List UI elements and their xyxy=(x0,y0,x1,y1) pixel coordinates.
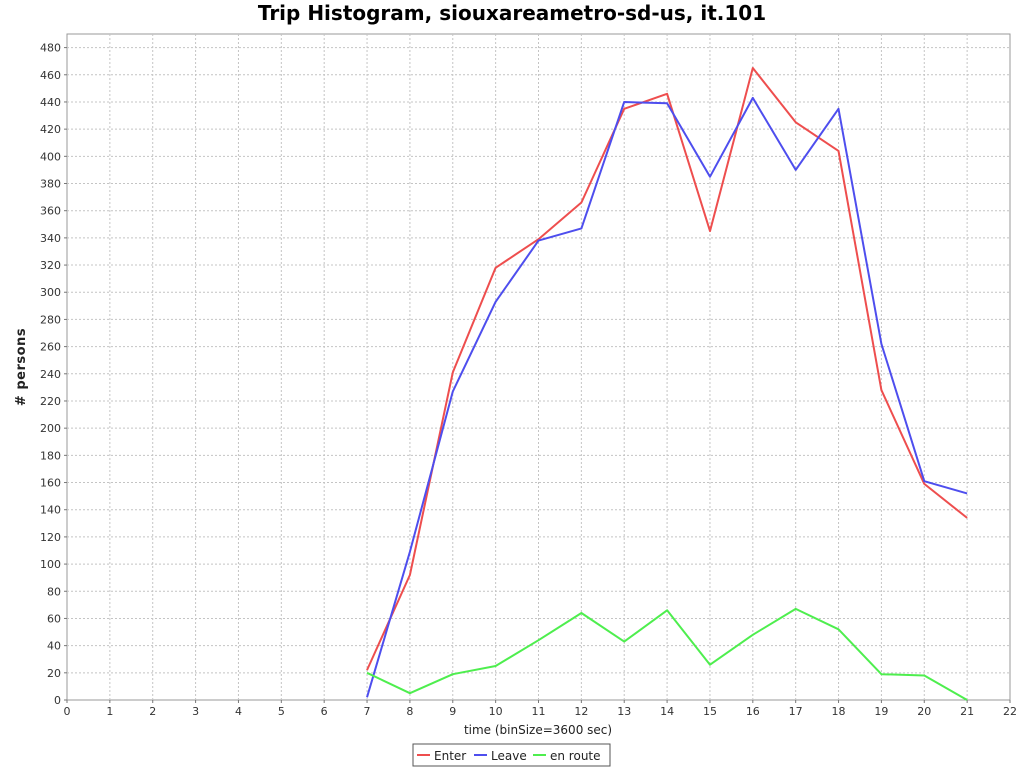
x-tick-label: 0 xyxy=(64,705,71,718)
series-line-en-route xyxy=(366,607,968,701)
y-tick-label: 360 xyxy=(40,205,61,218)
y-tick-label: 60 xyxy=(47,612,61,625)
x-tick-label: 18 xyxy=(832,705,846,718)
y-tick-label: 340 xyxy=(40,232,61,245)
y-tick-label: 20 xyxy=(47,667,61,680)
x-tick-label: 14 xyxy=(660,705,674,718)
x-tick-label: 16 xyxy=(746,705,760,718)
series-line-enter xyxy=(366,67,968,671)
x-tick-label: 22 xyxy=(1003,705,1017,718)
y-tick-label: 380 xyxy=(40,178,61,191)
x-tick-label: 21 xyxy=(960,705,974,718)
y-tick-label: 440 xyxy=(40,96,61,109)
y-tick-label: 220 xyxy=(40,395,61,408)
x-tick-label: 6 xyxy=(321,705,328,718)
series-line-leave xyxy=(366,96,968,698)
y-tick-label: 140 xyxy=(40,504,61,517)
legend-box xyxy=(412,743,611,767)
x-tick-label: 2 xyxy=(149,705,156,718)
x-tick-label: 15 xyxy=(703,705,717,718)
x-axis-ticks: 0 1 2 3 4 5 6 7 8 9 10 11 12 13 14 15 16 17 18 19 20 21 22 xyxy=(64,700,1017,718)
x-tick-label: 12 xyxy=(574,705,588,718)
y-axis-label: # persons xyxy=(14,328,29,406)
x-tick-label: 19 xyxy=(874,705,888,718)
y-tick-label: 420 xyxy=(40,123,61,136)
x-tick-label: 8 xyxy=(406,705,413,718)
x-tick-label: 17 xyxy=(789,705,803,718)
y-tick-label: 300 xyxy=(40,286,61,299)
legend-label-leave: Leave xyxy=(491,749,527,763)
series-layer xyxy=(366,67,968,701)
y-axis-ticks: 0 20 40 60 80 100 120 140 160 180 200 220 240 260 280 3… xyxy=(40,42,67,707)
y-tick-label: 0 xyxy=(54,694,61,707)
x-tick-label: 20 xyxy=(917,705,931,718)
y-tick-label: 400 xyxy=(40,150,61,163)
legend-label-en-route: en route xyxy=(550,749,601,763)
y-tick-label: 460 xyxy=(40,69,61,82)
x-tick-label: 5 xyxy=(278,705,285,718)
y-tick-label: 180 xyxy=(40,449,61,462)
x-tick-label: 10 xyxy=(489,705,503,718)
y-tick-label: 100 xyxy=(40,558,61,571)
y-tick-label: 280 xyxy=(40,313,61,326)
y-tick-label: 480 xyxy=(40,42,61,55)
y-tick-label: 80 xyxy=(47,585,61,598)
x-axis-label: time (binSize=3600 sec) xyxy=(464,723,612,737)
y-tick-label: 260 xyxy=(40,341,61,354)
y-tick-label: 120 xyxy=(40,531,61,544)
chart-title: Trip Histogram, siouxareametro-sd-us, it… xyxy=(258,1,766,25)
y-tick-label: 160 xyxy=(40,477,61,490)
x-tick-label: 3 xyxy=(192,705,199,718)
x-tick-label: 1 xyxy=(106,705,113,718)
y-tick-label: 240 xyxy=(40,368,61,381)
x-tick-label: 7 xyxy=(364,705,371,718)
x-tick-label: 4 xyxy=(235,705,242,718)
x-tick-label: 13 xyxy=(617,705,631,718)
y-tick-label: 200 xyxy=(40,422,61,435)
legend-label-enter: Enter xyxy=(434,749,466,763)
legend: Enter Leave en route xyxy=(412,743,611,767)
y-tick-label: 40 xyxy=(47,640,61,653)
x-tick-label: 9 xyxy=(449,705,456,718)
y-tick-label: 320 xyxy=(40,259,61,272)
x-tick-label: 11 xyxy=(532,705,546,718)
